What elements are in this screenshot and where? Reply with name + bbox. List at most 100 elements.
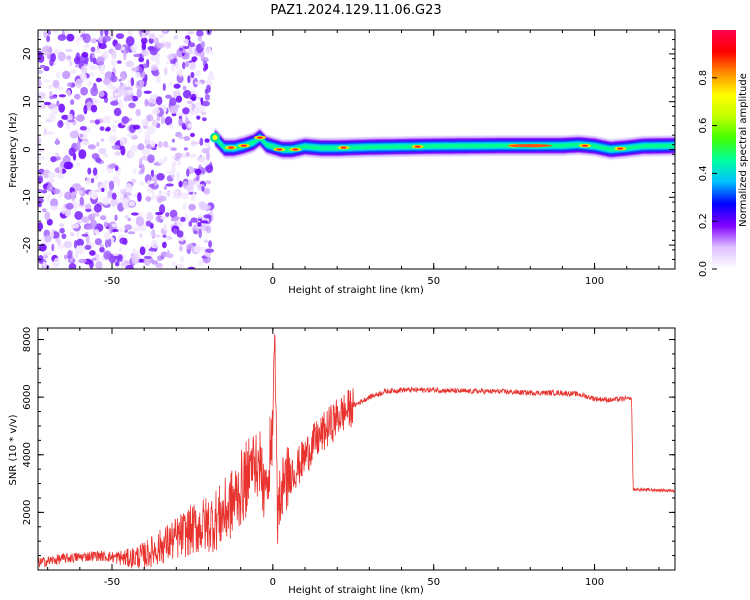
noise-speckle: [190, 196, 195, 201]
noise-speckle: [104, 231, 111, 240]
noise-speckle: [76, 114, 85, 122]
noise-speckle: [73, 202, 79, 212]
noise-speckle: [70, 99, 75, 105]
noise-speckle: [96, 141, 100, 147]
colorbar-tick-label: 0.4: [698, 165, 709, 181]
noise-speckle: [120, 193, 125, 202]
noise-speckle: [76, 238, 84, 247]
x-tick-label: -50: [104, 577, 120, 588]
noise-speckle: [179, 245, 183, 252]
noise-speckle: [140, 164, 145, 174]
noise-speckle: [169, 105, 179, 114]
noise-speckle: [160, 215, 169, 220]
noise-speckle: [39, 64, 46, 69]
noise-speckle: [82, 33, 91, 44]
noise-speckle: [100, 138, 105, 142]
noise-speckle: [187, 42, 196, 48]
noise-speckle: [198, 228, 202, 239]
ridge-hotspot-core: [276, 148, 283, 151]
noise-speckle: [78, 149, 87, 160]
noise-speckle: [138, 56, 145, 63]
noise-speckle: [164, 41, 172, 49]
noise-speckle: [136, 88, 142, 98]
noise-speckle: [150, 169, 154, 177]
noise-speckle: [70, 69, 77, 75]
noise-speckle: [124, 229, 129, 233]
noise-speckle: [111, 223, 118, 228]
noise-speckle: [50, 53, 56, 62]
noise-speckle: [137, 192, 142, 202]
ridge-hotspot-core: [340, 146, 347, 149]
noise-speckle: [143, 90, 152, 94]
noise-speckle: [203, 162, 210, 166]
noise-speckle: [100, 30, 104, 37]
noise-speckle: [61, 206, 66, 215]
noise-speckle: [162, 234, 167, 238]
noise-speckle: [114, 214, 118, 221]
noise-speckle: [182, 85, 187, 91]
noise-speckle: [184, 212, 189, 223]
ridge-hotspot-core: [414, 145, 421, 148]
noise-speckle: [188, 203, 196, 211]
noise-speckle: [190, 90, 197, 95]
noise-speckle: [156, 173, 165, 181]
ridge-hotspot-core: [240, 144, 247, 147]
ridge-hotspot-core: [508, 144, 553, 148]
noise-speckle: [89, 250, 96, 256]
noise-speckle: [167, 124, 175, 129]
noise-speckle: [90, 219, 97, 228]
noise-speckle: [58, 94, 66, 98]
noise-speckle: [193, 107, 200, 114]
noise-speckle: [94, 238, 102, 246]
noise-speckle: [38, 137, 41, 147]
noise-speckle: [49, 95, 57, 99]
noise-speckle: [79, 126, 87, 131]
noise-speckle: [75, 78, 83, 89]
noise-speckle: [116, 257, 123, 262]
colorbar-tick-label: 0.0: [698, 261, 709, 277]
noise-speckle: [92, 167, 98, 176]
noise-speckle: [208, 240, 213, 248]
noise-speckle: [50, 205, 58, 211]
noise-speckle: [90, 104, 98, 113]
noise-speckle: [187, 123, 192, 129]
noise-speckle: [137, 143, 145, 151]
noise-speckle: [193, 230, 199, 235]
noise-speckle: [124, 224, 133, 231]
noise-speckle: [90, 213, 100, 217]
noise-speckle: [80, 65, 87, 74]
noise-speckle: [187, 31, 195, 35]
noise-speckle: [152, 69, 160, 77]
noise-speckle: [105, 126, 111, 131]
noise-speckle: [125, 264, 134, 269]
snr-frame: [37, 327, 676, 571]
noise-speckle: [204, 138, 210, 143]
noise-speckle: [197, 214, 205, 219]
noise-speckle: [79, 196, 85, 206]
noise-speckle: [182, 202, 187, 210]
noise-speckle: [44, 234, 52, 243]
noise-speckle: [67, 89, 71, 97]
noise-speckle: [114, 165, 119, 172]
noise-speckle: [182, 38, 189, 45]
x-tick-label: 50: [427, 276, 440, 287]
spectrogram-xlabel: Height of straight line (km): [288, 285, 424, 296]
noise-speckle: [139, 246, 146, 256]
noise-speckle: [87, 80, 93, 87]
noise-speckle: [146, 212, 154, 222]
noise-speckle: [178, 69, 183, 78]
ridge-hotspot-core: [228, 146, 235, 149]
noise-speckle: [205, 248, 215, 253]
x-tick-label: 100: [585, 276, 604, 287]
noise-speckle: [182, 107, 190, 115]
noise-speckle: [131, 212, 139, 216]
noise-speckle: [38, 188, 43, 193]
noise-speckle: [114, 43, 122, 51]
noise-speckle: [95, 158, 102, 163]
noise-speckle: [135, 216, 145, 227]
noise-speckle: [138, 213, 143, 218]
noise-speckle: [128, 117, 132, 122]
noise-speckle: [51, 243, 55, 252]
noise-speckle: [148, 183, 156, 188]
